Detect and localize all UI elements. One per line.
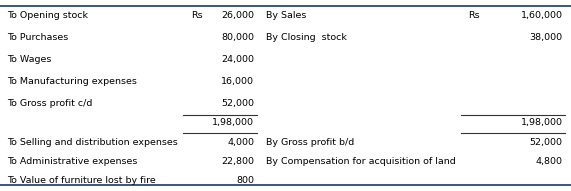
Text: Rs: Rs [468, 11, 480, 20]
Text: By Closing  stock: By Closing stock [266, 33, 347, 42]
Text: 1,60,000: 1,60,000 [520, 11, 562, 20]
Text: 80,000: 80,000 [221, 33, 254, 42]
Text: 24,000: 24,000 [221, 55, 254, 64]
Text: 4,800: 4,800 [536, 157, 562, 166]
Text: By Compensation for acquisition of land: By Compensation for acquisition of land [266, 157, 455, 166]
Text: 52,000: 52,000 [529, 138, 562, 147]
Text: 1,98,000: 1,98,000 [520, 118, 562, 127]
Text: To Purchases: To Purchases [7, 33, 68, 42]
Text: 800: 800 [236, 176, 254, 185]
Text: To Administrative expenses: To Administrative expenses [7, 157, 137, 166]
Text: 4,000: 4,000 [227, 138, 254, 147]
Text: To Value of furniture lost by fire: To Value of furniture lost by fire [7, 176, 156, 185]
Text: 16,000: 16,000 [221, 77, 254, 86]
Text: 52,000: 52,000 [221, 99, 254, 108]
Text: To Gross profit c/d: To Gross profit c/d [7, 99, 93, 108]
Text: To Selling and distribution expenses: To Selling and distribution expenses [7, 138, 178, 147]
Text: To Manufacturing expenses: To Manufacturing expenses [7, 77, 136, 86]
Text: To Opening stock: To Opening stock [7, 11, 88, 20]
Text: To Wages: To Wages [7, 55, 51, 64]
Text: By Sales: By Sales [266, 11, 306, 20]
Text: 22,800: 22,800 [221, 157, 254, 166]
Text: 1,98,000: 1,98,000 [212, 118, 254, 127]
Text: By Gross profit b/d: By Gross profit b/d [266, 138, 354, 147]
Text: 38,000: 38,000 [529, 33, 562, 42]
Text: 26,000: 26,000 [221, 11, 254, 20]
Text: Rs: Rs [191, 11, 203, 20]
